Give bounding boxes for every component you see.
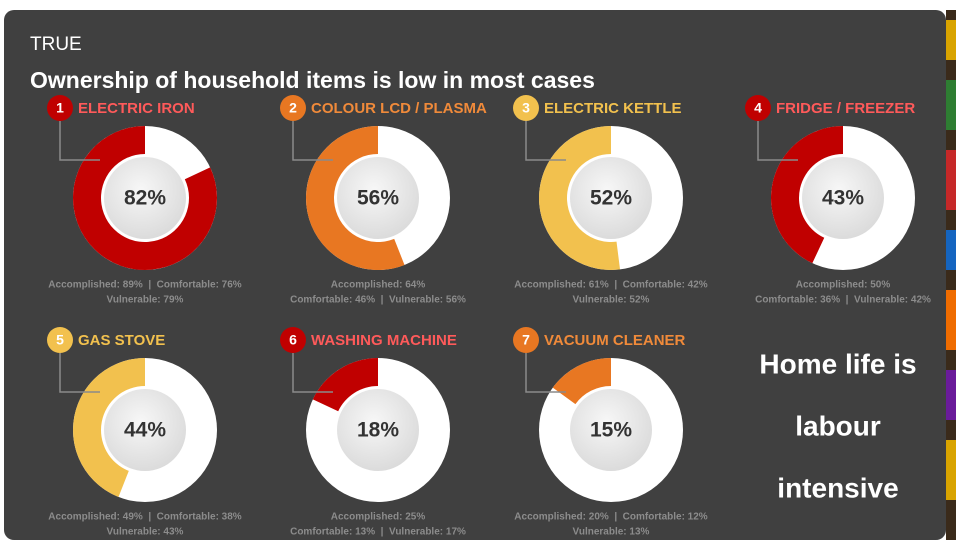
item-title: GAS STOVE — [78, 332, 165, 349]
badge-number: 5 — [56, 332, 64, 348]
badge-number: 4 — [754, 100, 762, 116]
note: Accomplished: 89% | Comfortable: 76% — [48, 280, 242, 291]
badge-number: 7 — [522, 332, 530, 348]
tag: TRUE — [30, 34, 82, 55]
title: Ownership of household items is low in m… — [30, 67, 595, 93]
item-title: VACUUM CLEANER — [544, 332, 686, 349]
value-label: 43% — [822, 187, 864, 210]
item-title: ELECTRIC IRON — [78, 100, 195, 117]
value-label: 52% — [590, 187, 632, 210]
note: Accomplished: 20% | Comfortable: 12% — [514, 512, 708, 523]
note: Vulnerable: 79% — [107, 295, 184, 306]
note: Accomplished: 61% | Comfortable: 42% — [514, 280, 708, 291]
value-label: 15% — [590, 419, 632, 442]
note: Vulnerable: 52% — [573, 295, 650, 306]
item-title: WASHING MACHINE — [311, 332, 457, 349]
border-strip — [946, 10, 956, 540]
note: Accomplished: 25% — [331, 512, 426, 523]
value-label: 82% — [124, 187, 166, 210]
badge-number: 1 — [56, 100, 64, 116]
callout: labour — [795, 410, 881, 441]
note: Vulnerable: 43% — [107, 527, 184, 538]
item-title: COLOUR LCD / PLASMA — [311, 100, 487, 117]
value-label: 56% — [357, 187, 399, 210]
callout: intensive — [777, 472, 898, 503]
callout: Home life is — [759, 348, 916, 379]
note: Comfortable: 46% | Vulnerable: 56% — [290, 295, 466, 306]
note: Comfortable: 36% | Vulnerable: 42% — [755, 295, 931, 306]
badge-number: 3 — [522, 100, 530, 116]
badge-number: 2 — [289, 100, 297, 116]
slide: TRUE Ownership of household items is low… — [0, 0, 956, 544]
value-label: 44% — [124, 419, 166, 442]
badge-number: 6 — [289, 332, 297, 348]
value-label: 18% — [357, 419, 399, 442]
note: Accomplished: 49% | Comfortable: 38% — [48, 512, 242, 523]
note: Accomplished: 50% — [796, 280, 891, 291]
note: Comfortable: 13% | Vulnerable: 17% — [290, 527, 466, 538]
item-title: FRIDGE / FREEZER — [776, 100, 915, 117]
note: Accomplished: 64% — [331, 280, 426, 291]
note: Vulnerable: 13% — [573, 527, 650, 538]
page: TRUE Ownership of household items is low… — [0, 0, 956, 544]
item-title: ELECTRIC KETTLE — [544, 100, 682, 117]
